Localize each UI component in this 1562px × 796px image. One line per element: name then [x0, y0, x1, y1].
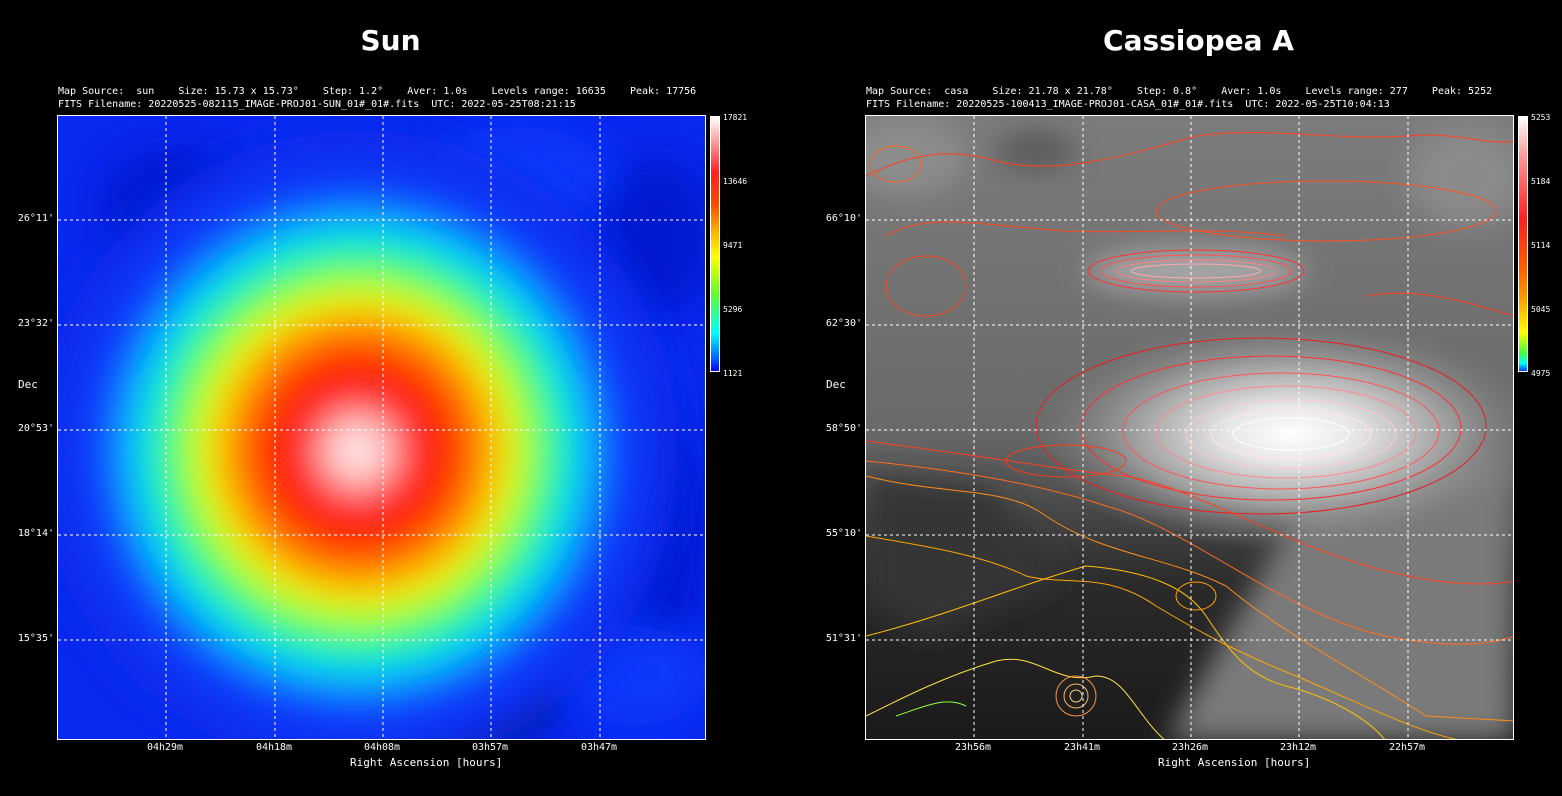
- ra-tick-label: 23h12m: [1279, 742, 1317, 753]
- fits-info-line: FITS Filename: 20220525-100413_IMAGE-PRO…: [866, 99, 1390, 110]
- dec-tick-label: 23°32': [17, 318, 54, 329]
- panel-title: Sun: [360, 24, 421, 57]
- dec-tick-label: 18°14': [17, 528, 54, 539]
- y-axis-label: Dec: [826, 378, 846, 391]
- colorbar-tick: 1121: [723, 369, 743, 378]
- colorbar-tick: 17821: [723, 113, 748, 122]
- ra-tick-label: 23h41m: [1063, 742, 1101, 753]
- ra-tick-label: 22h57m: [1388, 742, 1426, 753]
- casa-map-svg: [866, 116, 1513, 739]
- x-axis-label: Right Ascension [hours]: [350, 756, 503, 769]
- dec-tick-label: 20°53': [17, 423, 54, 434]
- fits-info-line: FITS Filename: 20220525-082115_IMAGE-PRO…: [58, 99, 576, 110]
- colorbar-tick: 5114: [1531, 241, 1551, 250]
- sun-map-image: [57, 115, 706, 740]
- colorbar-tick: 4975: [1531, 369, 1551, 378]
- map-info-line: Map Source: sun Size: 15.73 x 15.73° Ste…: [58, 86, 697, 97]
- casa-panel: Cassiopea A Map Source: casa Size: 21.78…: [808, 0, 1562, 796]
- ra-tick-label: 23h56m: [954, 742, 992, 753]
- x-axis-label: Right Ascension [hours]: [1158, 756, 1311, 769]
- dec-tick-label: 66°10': [825, 213, 862, 224]
- ra-tick-label: 04h08m: [363, 742, 401, 753]
- colorbar-tick: 5045: [1531, 305, 1551, 314]
- dec-tick-label: 62°30': [825, 318, 862, 329]
- dec-tick-label: 15°35': [17, 633, 54, 644]
- colorbar-tick: 13646: [723, 177, 748, 186]
- colorbar-tick: 5253: [1531, 113, 1551, 122]
- ra-tick-label: 03h47m: [580, 742, 618, 753]
- sun-map-svg: [58, 116, 705, 739]
- dec-tick-label: 55°10': [825, 528, 862, 539]
- dec-tick-label: 26°11': [17, 213, 54, 224]
- colorbar-hot: [1518, 116, 1528, 372]
- casa-map-image: [865, 115, 1514, 740]
- dec-tick-label: 51°31': [825, 633, 862, 644]
- dec-tick-label: 58°50': [825, 423, 862, 434]
- sun-panel: Sun Map Source: sun Size: 15.73 x 15.73°…: [17, 24, 748, 769]
- ra-tick-label: 23h26m: [1171, 742, 1209, 753]
- ra-tick-label: 03h57m: [471, 742, 509, 753]
- colorbar-tick: 5296: [723, 305, 743, 314]
- colorbar-tick: 5184: [1531, 177, 1551, 186]
- y-axis-label: Dec: [18, 378, 38, 391]
- colorbar-jet: [710, 116, 720, 372]
- ra-tick-label: 04h29m: [146, 742, 184, 753]
- colorbar-tick: 9471: [723, 241, 743, 250]
- ra-tick-label: 04h18m: [255, 742, 293, 753]
- panel-title: Cassiopea A: [1103, 24, 1294, 57]
- map-info-line: Map Source: casa Size: 21.78 x 21.78° St…: [866, 86, 1493, 97]
